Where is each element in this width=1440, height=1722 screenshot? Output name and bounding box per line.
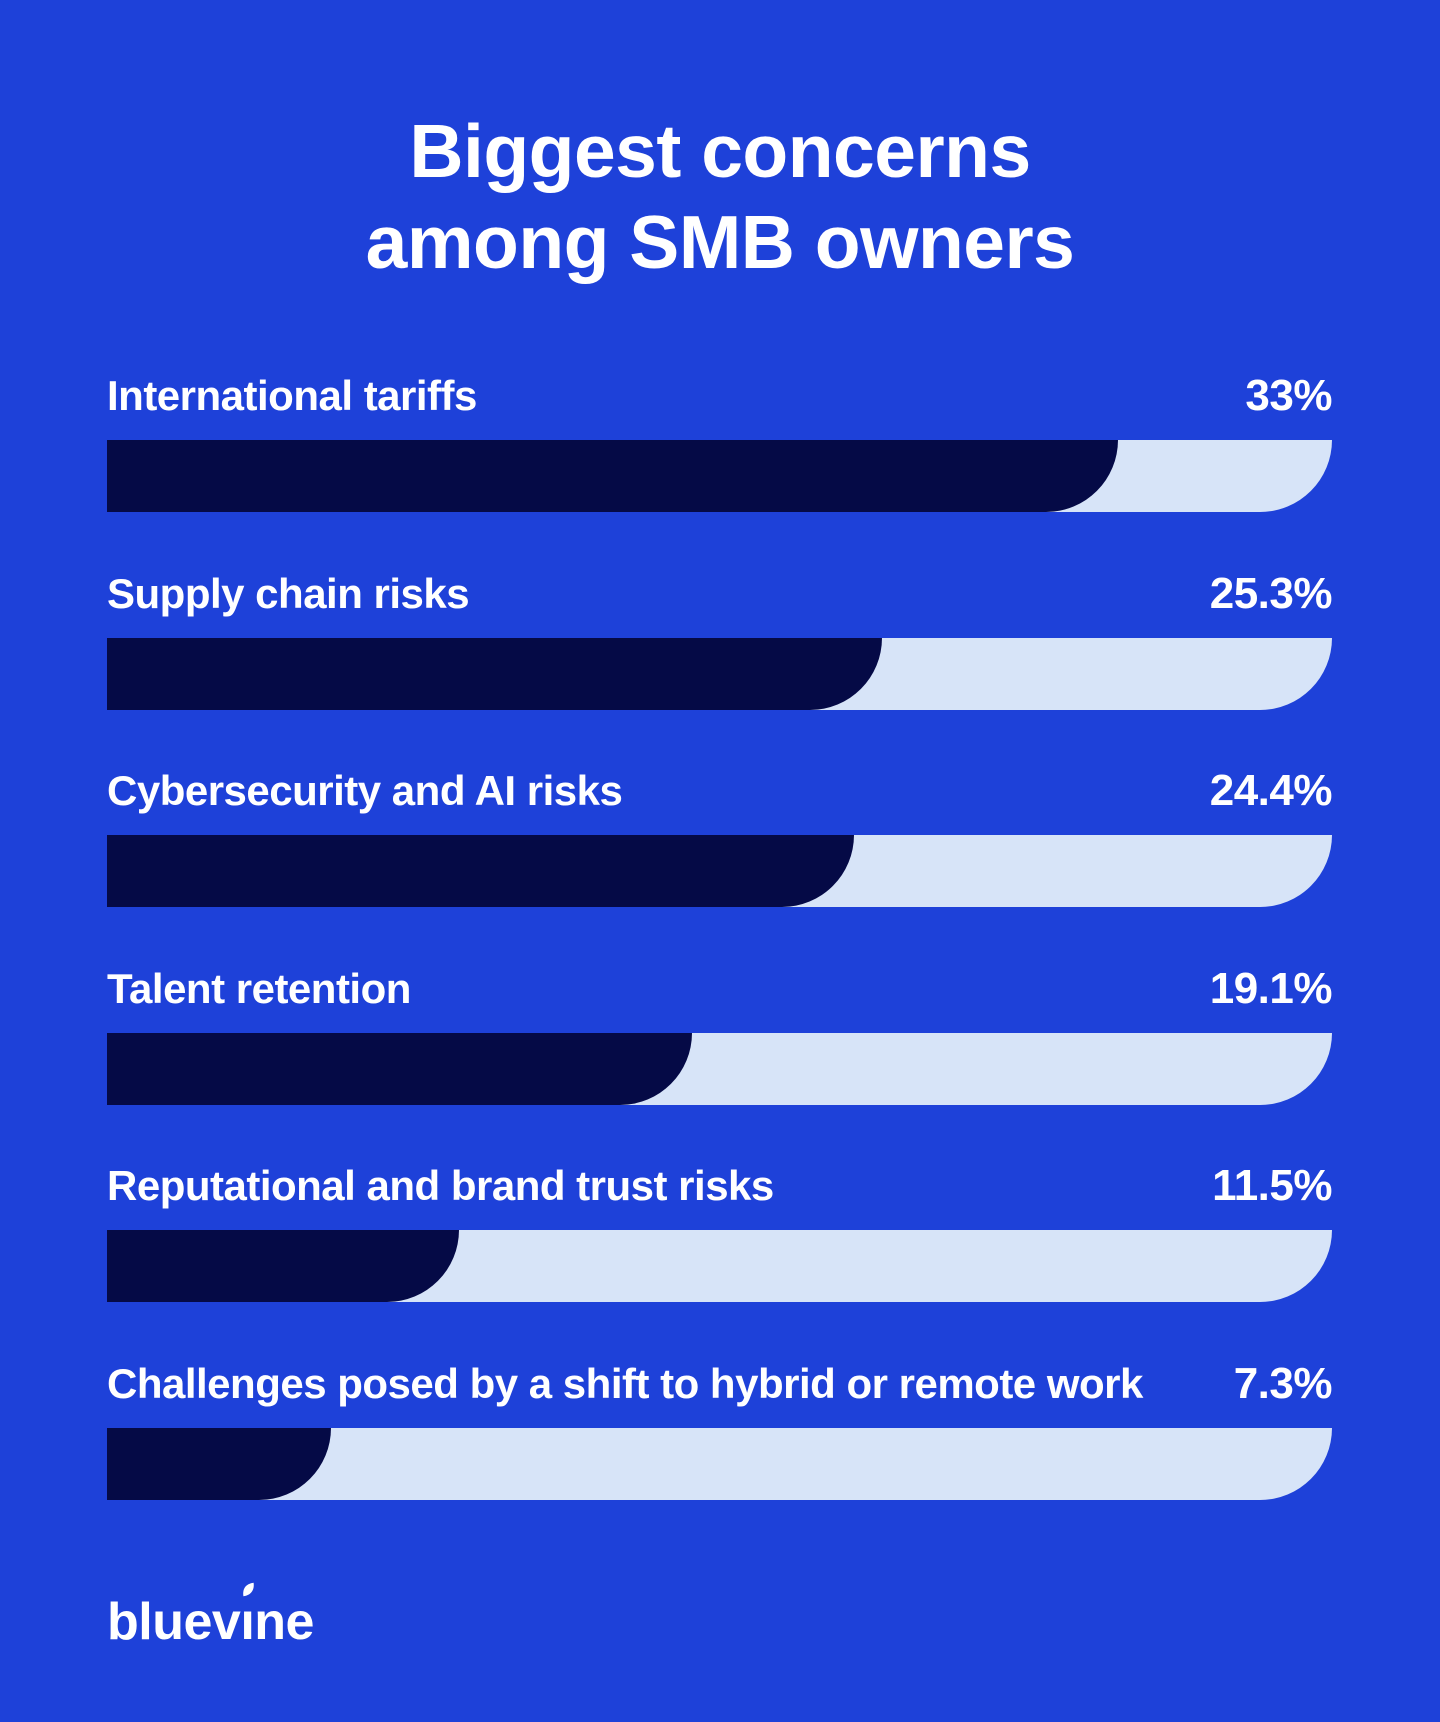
chart-title-line-1: Biggest concerns xyxy=(409,109,1031,193)
bar-category-label: Supply chain risks xyxy=(107,569,470,617)
logo-dotless-i: ı xyxy=(240,1582,255,1652)
bar-row: Supply chain risks 25.3% xyxy=(107,568,1333,710)
bar-value-label: 25.3% xyxy=(1209,568,1333,618)
bluevine-logo: bluevı ne xyxy=(0,1582,1440,1652)
bar-row-header: Supply chain risks 25.3% xyxy=(107,568,1333,618)
bar-value-label: 33% xyxy=(1245,371,1332,420)
leaf-icon xyxy=(243,1582,255,1596)
bar-row-header: Cybersecurity and AI risks 24.4% xyxy=(107,766,1333,815)
bar-category-label: Reputational and brand trust risks xyxy=(107,1162,774,1209)
chart-title-line-2: among SMB owners xyxy=(365,200,1075,284)
bar-value-label: 19.1% xyxy=(1209,963,1333,1013)
bar-chart: International tariffs 33% Supply chain r… xyxy=(0,374,1440,1500)
bar-row-header: International tariffs 33% xyxy=(107,374,1332,418)
bar-row-header: Reputational and brand trust risks 11.5% xyxy=(107,1164,1332,1208)
bar-value-label: 24.4% xyxy=(1209,766,1333,815)
bar-track xyxy=(107,1230,1332,1302)
bar-fill xyxy=(107,1032,692,1105)
bar-track xyxy=(107,440,1332,512)
bar-row: Challenges posed by a shift to hybrid or… xyxy=(107,1358,1333,1500)
bar-fill xyxy=(107,440,1118,512)
bar-track xyxy=(107,1032,1332,1105)
bar-row: International tariffs 33% xyxy=(107,374,1332,512)
bar-value-label: 11.5% xyxy=(1212,1161,1332,1210)
bar-value-label: 7.3% xyxy=(1233,1358,1333,1408)
bar-row: Talent retention 19.1% xyxy=(107,963,1333,1105)
bar-category-label: Challenges posed by a shift to hybrid or… xyxy=(107,1359,1143,1407)
logo-i-stem: ı xyxy=(240,1592,255,1651)
bar-row-header: Challenges posed by a shift to hybrid or… xyxy=(107,1358,1333,1408)
chart-title: Biggest concerns among SMB owners xyxy=(0,0,1440,288)
bar-category-label: International tariffs xyxy=(107,372,477,419)
bar-fill xyxy=(107,637,882,710)
bar-row-header: Talent retention 19.1% xyxy=(107,963,1333,1013)
bar-track xyxy=(107,835,1332,907)
bar-track xyxy=(107,637,1332,710)
bar-fill xyxy=(107,835,855,907)
logo-text-end: ne xyxy=(254,1592,314,1651)
bar-fill xyxy=(107,1427,331,1500)
logo-text-start: bluev xyxy=(107,1592,241,1651)
bar-row: Cybersecurity and AI risks 24.4% xyxy=(107,766,1333,907)
bar-track xyxy=(107,1427,1332,1500)
bar-row: Reputational and brand trust risks 11.5% xyxy=(107,1164,1332,1302)
bar-fill xyxy=(107,1230,460,1302)
bar-category-label: Cybersecurity and AI risks xyxy=(107,767,623,814)
bar-category-label: Talent retention xyxy=(107,964,411,1012)
